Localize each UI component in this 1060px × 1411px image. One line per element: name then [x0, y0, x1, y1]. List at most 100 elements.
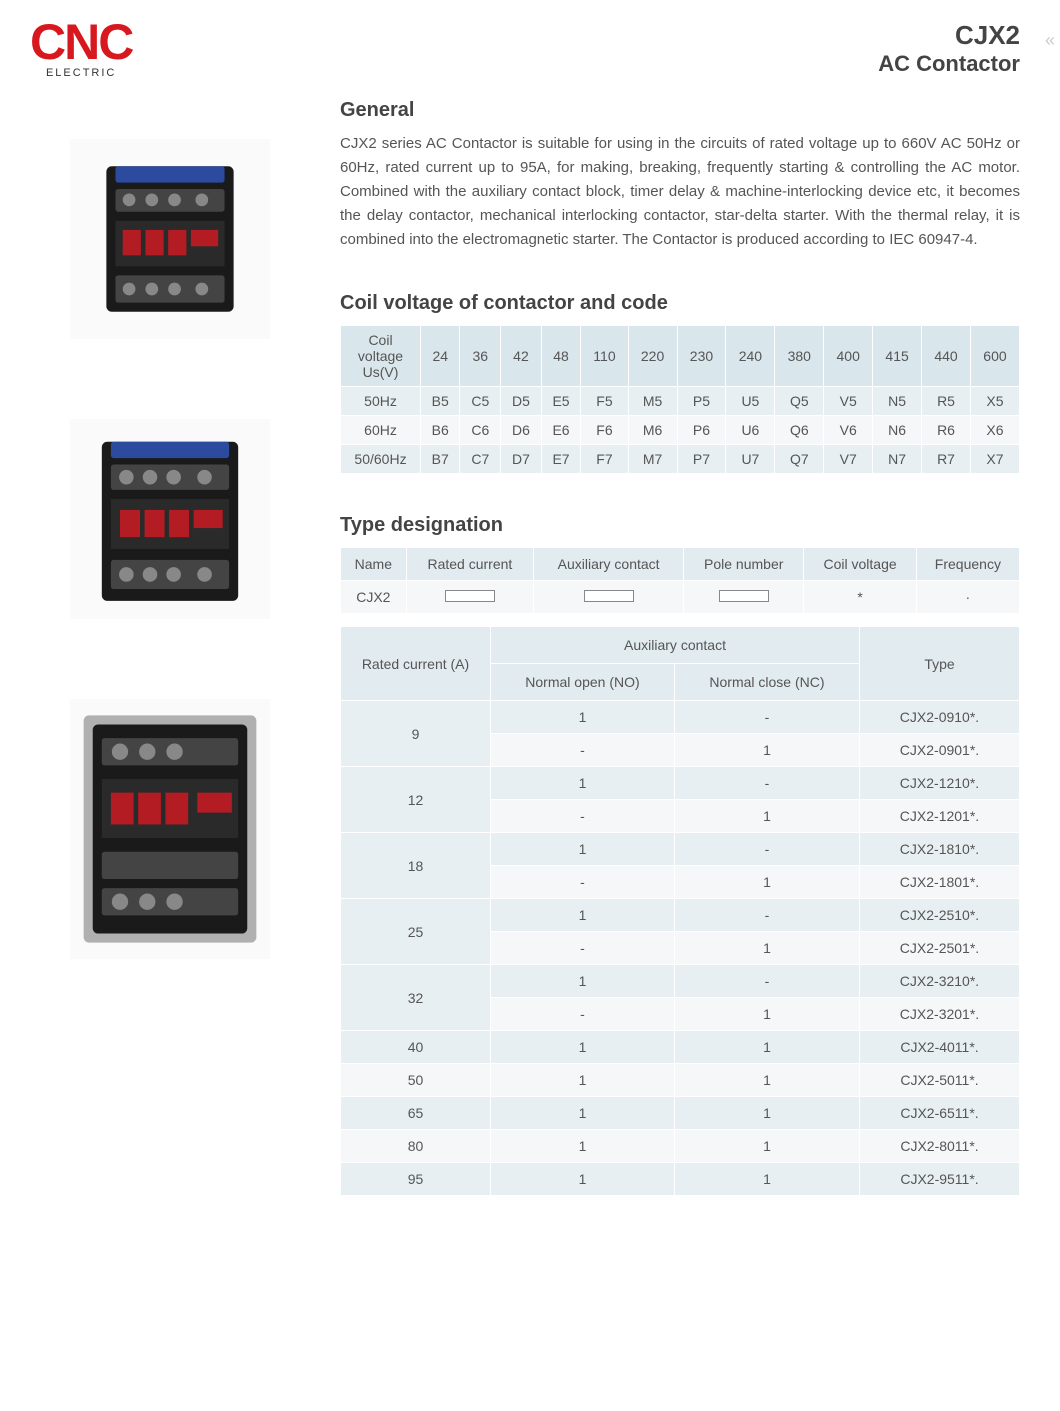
type-desig-header: Rated current [406, 548, 534, 581]
coil-code-cell: Q7 [775, 445, 824, 474]
coil-voltage-table: Coil voltage Us(V) 243642481102202302403… [340, 325, 1020, 474]
product-image-2 [70, 419, 270, 619]
type-desig-header: Pole number [684, 548, 804, 581]
page-title-block: CJX2 AC Contactor [878, 20, 1020, 77]
mt-aux-cell: - [491, 932, 675, 965]
mt-rated-current-cell: 32 [341, 965, 491, 1031]
mt-rated-current-cell: 80 [341, 1130, 491, 1163]
mt-rated-current-cell: 25 [341, 899, 491, 965]
coil-code-cell: E7 [541, 445, 580, 474]
coil-code-cell: F6 [581, 416, 628, 445]
type-desig-cell: * [804, 581, 916, 614]
mt-aux-cell: - [674, 899, 859, 932]
mt-type-cell: CJX2-9511*. [860, 1163, 1020, 1196]
mt-type-cell: CJX2-0901*. [860, 734, 1020, 767]
coil-code-cell: Q5 [775, 387, 824, 416]
mt-type-cell: CJX2-8011*. [860, 1130, 1020, 1163]
type-desig-input-box [719, 590, 769, 602]
mt-type-cell: CJX2-3201*. [860, 998, 1020, 1031]
coil-code-cell: X7 [970, 445, 1019, 474]
coil-code-cell: C7 [460, 445, 501, 474]
coil-code-cell: D6 [501, 416, 542, 445]
type-desig-input-box [445, 590, 495, 602]
coil-voltage-header: 24 [421, 326, 460, 387]
coil-voltage-header: 240 [726, 326, 775, 387]
coil-code-cell: V7 [824, 445, 873, 474]
coil-code-cell: N7 [873, 445, 922, 474]
mt-aux-cell: 1 [491, 965, 675, 998]
coil-voltage-header: 42 [501, 326, 542, 387]
coil-voltage-header: 48 [541, 326, 580, 387]
mt-aux-cell: - [674, 701, 859, 734]
coil-row-label: 50/60Hz [341, 445, 421, 474]
coil-code-cell: B6 [421, 416, 460, 445]
mt-aux-cell: 1 [674, 998, 859, 1031]
coil-code-cell: V6 [824, 416, 873, 445]
mt-aux-cell: 1 [491, 1031, 675, 1064]
coil-code-cell: R6 [922, 416, 971, 445]
coil-voltage-header: 36 [460, 326, 501, 387]
brand-logo: CNC ELECTRIC [30, 20, 132, 79]
coil-code-cell: D5 [501, 387, 542, 416]
mt-rated-current-cell: 65 [341, 1097, 491, 1130]
type-designation-table: NameRated currentAuxiliary contactPole n… [340, 547, 1020, 614]
coil-code-cell: E6 [541, 416, 580, 445]
mt-hdr-type: Type [860, 627, 1020, 701]
coil-code-cell: E5 [541, 387, 580, 416]
page-chevron-icon: « [1045, 30, 1055, 51]
type-desig-header: Auxiliary contact [534, 548, 684, 581]
coil-code-cell: C5 [460, 387, 501, 416]
mt-type-cell: CJX2-1810*. [860, 833, 1020, 866]
mt-type-cell: CJX2-5011*. [860, 1064, 1020, 1097]
mt-aux-cell: 1 [491, 833, 675, 866]
coil-code-cell: D7 [501, 445, 542, 474]
mt-type-cell: CJX2-2501*. [860, 932, 1020, 965]
coil-header-label: Coil voltage Us(V) [341, 326, 421, 387]
mt-rated-current-cell: 95 [341, 1163, 491, 1196]
mt-rated-current-cell: 40 [341, 1031, 491, 1064]
mt-type-cell: CJX2-0910*. [860, 701, 1020, 734]
coil-code-cell: N6 [873, 416, 922, 445]
general-description: CJX2 series AC Contactor is suitable for… [340, 132, 1020, 252]
mt-rated-current-cell: 18 [341, 833, 491, 899]
mt-aux-cell: - [674, 767, 859, 800]
mt-type-cell: CJX2-2510*. [860, 899, 1020, 932]
type-desig-cell [406, 581, 534, 614]
type-desig-header: Name [341, 548, 407, 581]
mt-aux-cell: 1 [674, 1163, 859, 1196]
coil-code-cell: P7 [677, 445, 726, 474]
mt-aux-cell: 1 [491, 1064, 675, 1097]
type-desig-cell [684, 581, 804, 614]
coil-heading: Coil voltage of contactor and code [340, 292, 1020, 315]
type-desig-cell: · [916, 581, 1019, 614]
coil-code-cell: M5 [628, 387, 677, 416]
mt-aux-cell: 1 [491, 1130, 675, 1163]
title-main: CJX2 [878, 20, 1020, 51]
coil-code-cell: F5 [581, 387, 628, 416]
mt-rated-current-cell: 9 [341, 701, 491, 767]
coil-voltage-header: 220 [628, 326, 677, 387]
mt-hdr-no: Normal open (NO) [491, 664, 675, 701]
coil-voltage-header: 440 [922, 326, 971, 387]
mt-type-cell: CJX2-1201*. [860, 800, 1020, 833]
coil-code-cell: B5 [421, 387, 460, 416]
coil-code-cell: U6 [726, 416, 775, 445]
type-desig-input-box [584, 590, 634, 602]
coil-code-cell: F7 [581, 445, 628, 474]
title-sub: AC Contactor [878, 51, 1020, 77]
coil-code-cell: B7 [421, 445, 460, 474]
mt-type-cell: CJX2-4011*. [860, 1031, 1020, 1064]
mt-aux-cell: 1 [491, 1097, 675, 1130]
coil-code-cell: R5 [922, 387, 971, 416]
type-desig-cell: CJX2 [341, 581, 407, 614]
mt-aux-cell: 1 [674, 1130, 859, 1163]
mt-aux-cell: 1 [674, 1031, 859, 1064]
type-desig-header: Frequency [916, 548, 1019, 581]
mt-type-cell: CJX2-1210*. [860, 767, 1020, 800]
mt-aux-cell: 1 [491, 767, 675, 800]
coil-voltage-header: 380 [775, 326, 824, 387]
mt-aux-cell: - [491, 734, 675, 767]
coil-voltage-header: 230 [677, 326, 726, 387]
mt-aux-cell: 1 [674, 1097, 859, 1130]
coil-code-cell: N5 [873, 387, 922, 416]
